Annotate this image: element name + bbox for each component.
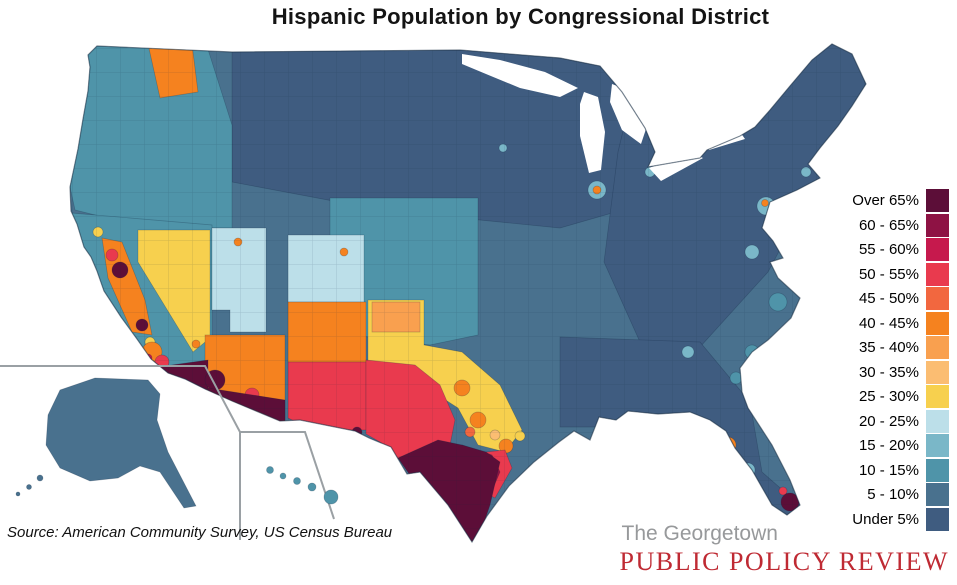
legend-label: 55 - 60% [858,241,919,258]
legend-swatch [926,434,949,457]
legend-item: 30 - 35% [852,360,949,384]
legend-swatch [926,336,949,359]
publication-name: PUBLIC POLICY REVIEW [619,547,949,576]
region-hawaii-big-island [323,489,339,505]
us-outline [69,43,867,544]
region-alaska [45,377,197,509]
legend-item: 60 - 65% [852,213,949,237]
legend-item: 50 - 55% [852,262,949,286]
legend-label: 45 - 50% [858,290,919,307]
legend-label: 15 - 20% [858,437,919,454]
legend-swatch [926,262,949,286]
legend-label: 10 - 15% [858,461,919,479]
region-hawaii-kauai [266,466,274,474]
legend-swatch [926,287,949,310]
legend-swatch [926,385,949,408]
publisher-name: The Georgetown [621,522,778,545]
legend-swatch [926,213,949,237]
legend-swatch [926,311,949,335]
legend-label: Over 65% [852,192,919,209]
lake-michigan [580,92,605,173]
legend-item: 55 - 60% [852,238,949,261]
alaska-inset-border [0,365,241,540]
legend-item: 15 - 20% [852,434,949,457]
source-note: Source: American Community Survey, US Ce… [7,524,393,541]
hawaii-inset-border [240,431,335,520]
legend-item: 5 - 10% [852,483,949,506]
legend-item: 35 - 40% [852,336,949,359]
region-hawaii-oahu [279,472,287,480]
legend-swatch [926,238,949,261]
legend-label: 50 - 55% [858,265,919,283]
legend-label: 5 - 10% [867,486,919,503]
legend-label: 60 - 65% [858,216,919,234]
legend-item: 45 - 50% [852,287,949,310]
legend-swatch [926,409,949,433]
legend-swatch [926,483,949,506]
legend-swatch [926,507,949,531]
region-aleutian-1 [36,474,44,482]
legend-item: 40 - 45% [852,311,949,335]
lake-superior [462,54,578,97]
region-aleutian-3 [15,491,21,497]
legend-label: 25 - 30% [858,388,919,405]
region-aleutian-2 [26,484,32,490]
legend-swatch [926,458,949,482]
legend-label: 30 - 35% [858,363,919,381]
region-hawaii-molokai [293,477,301,485]
publisher-logo: The Georgetown PUBLIC POLICY REVIEW [620,522,949,577]
legend-label: 20 - 25% [858,412,919,430]
legend: Over 65% 60 - 65% 55 - 60% 50 - 55% 45 - 50%… [852,189,949,531]
legend-label: 40 - 45% [858,314,919,332]
legend-item: 20 - 25% [852,409,949,433]
legend-label: 35 - 40% [858,339,919,356]
legend-item: 25 - 30% [852,385,949,408]
page-title: Hispanic Population by Congressional Dis… [271,4,770,29]
legend-item: Under 5% [852,507,949,531]
legend-item: 10 - 15% [852,458,949,482]
legend-label: Under 5% [852,510,919,528]
legend-item: Over 65% [852,189,949,212]
region-hawaii-maui [307,482,317,492]
legend-swatch [926,189,949,212]
legend-swatch [926,360,949,384]
